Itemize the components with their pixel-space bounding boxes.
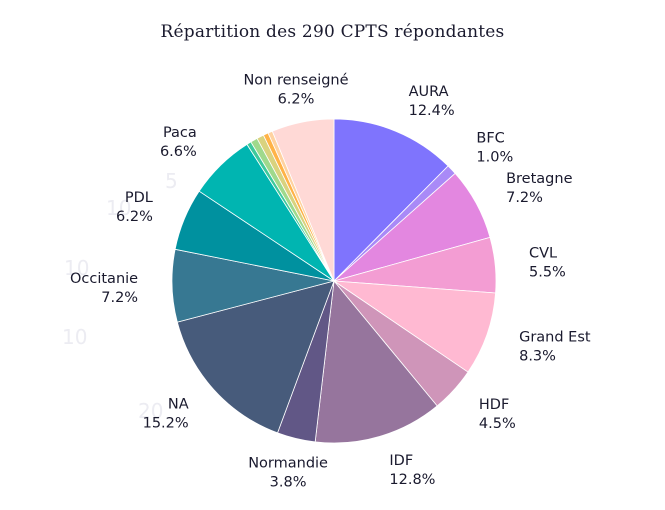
slice-percent: 4.5% <box>479 416 516 432</box>
slice-name: PDL <box>125 190 153 206</box>
slice-name: IDF <box>389 453 413 469</box>
slice-percent: 6.2% <box>116 209 153 225</box>
slice-name: Grand Est <box>519 330 591 346</box>
slice-label: PDL 6.2% <box>116 190 153 225</box>
background-ghost-ticks: 5 10 10 10 20 <box>62 169 178 423</box>
slice-name: HDF <box>479 397 509 413</box>
ghost-tick: 10 <box>64 256 89 280</box>
pie-slice-idf <box>314 280 438 444</box>
slice-percent: 3.8% <box>270 475 307 491</box>
ghost-tick: 5 <box>165 169 178 193</box>
slice-percent: 7.2% <box>506 190 543 206</box>
ghost-tick: 10 <box>62 325 87 349</box>
slice-label: BFC 1.0% <box>476 130 513 165</box>
slice-name: NA <box>168 397 189 413</box>
slice-label: IDF 12.8% <box>389 453 435 488</box>
slice-label: CVL 5.5% <box>529 246 566 281</box>
slice-name: Occitanie <box>70 271 138 287</box>
slice-name: Paca <box>163 125 197 141</box>
slice-label: Paca 6.6% <box>160 125 197 160</box>
slice-label: Grand Est 8.3% <box>519 330 591 365</box>
pie-labels: AURA 12.4% BFC 1.0% Bretagne 7.2% CVL 5.5% Grand… <box>70 73 591 491</box>
pie-slice-non-renseign- <box>271 118 335 282</box>
pie-slices <box>171 118 497 444</box>
slice-percent: 7.2% <box>101 290 138 306</box>
chart-title: Répartition des 290 CPTS répondantes <box>160 22 505 42</box>
slice-label: Occitanie 7.2% <box>70 271 138 306</box>
slice-name: BFC <box>476 130 504 146</box>
slice-name: AURA <box>409 84 449 100</box>
slice-percent: 8.3% <box>519 349 556 365</box>
pie-slice-aura <box>333 118 449 282</box>
slice-percent: 12.8% <box>389 472 435 488</box>
slice-label: NA 15.2% <box>143 397 189 432</box>
slice-percent: 5.5% <box>529 265 566 281</box>
slice-name: Non renseigné <box>243 73 348 89</box>
ghost-tick: 10 <box>106 196 131 220</box>
slice-percent: 12.4% <box>409 103 455 119</box>
slice-label: Normandie 3.8% <box>248 456 328 491</box>
slice-label: Bretagne 7.2% <box>506 171 572 206</box>
slice-name: Bretagne <box>506 171 572 187</box>
slice-percent: 15.2% <box>143 416 189 432</box>
slice-percent: 6.6% <box>160 144 197 160</box>
slice-percent: 1.0% <box>476 149 513 165</box>
pie-slice-na <box>176 280 335 434</box>
slice-name: Normandie <box>248 456 328 472</box>
slice-name: CVL <box>529 246 557 262</box>
slice-label: AURA 12.4% <box>409 84 455 119</box>
slice-percent: 6.2% <box>278 92 315 108</box>
ghost-tick: 20 <box>138 399 163 423</box>
slice-label: HDF 4.5% <box>479 397 516 432</box>
slice-label: Non renseigné 6.2% <box>243 73 348 108</box>
